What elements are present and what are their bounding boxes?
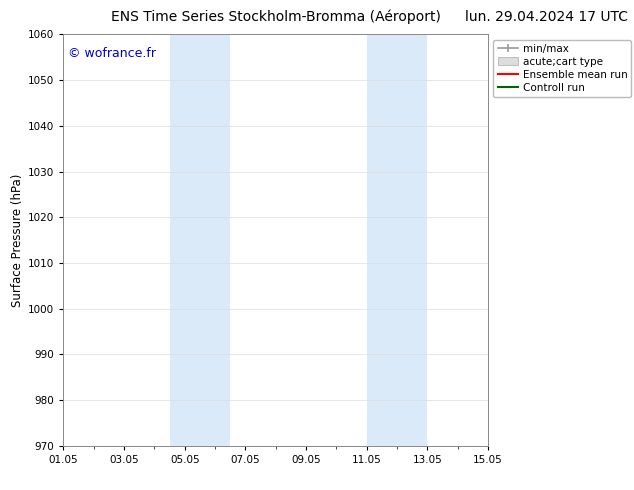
Bar xyxy=(367,34,427,446)
Text: lun. 29.04.2024 17 UTC: lun. 29.04.2024 17 UTC xyxy=(465,10,628,24)
Y-axis label: Surface Pressure (hPa): Surface Pressure (hPa) xyxy=(11,173,24,307)
Text: © wofrance.fr: © wofrance.fr xyxy=(68,47,156,60)
Bar xyxy=(170,34,230,446)
Legend: min/max, acute;cart type, Ensemble mean run, Controll run: min/max, acute;cart type, Ensemble mean … xyxy=(493,40,631,97)
Text: ENS Time Series Stockholm-Bromma (Aéroport): ENS Time Series Stockholm-Bromma (Aéropo… xyxy=(111,10,441,24)
